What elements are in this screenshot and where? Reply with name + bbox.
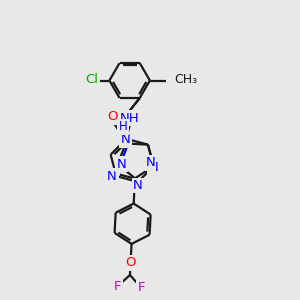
- Text: N: N: [133, 179, 143, 192]
- Text: N: N: [121, 134, 130, 146]
- Text: O: O: [125, 256, 136, 269]
- Text: N: N: [149, 161, 159, 174]
- Text: NH: NH: [120, 112, 140, 124]
- Text: H: H: [118, 121, 127, 134]
- Text: O: O: [107, 110, 118, 123]
- Text: N: N: [116, 158, 126, 171]
- Text: N: N: [107, 170, 117, 183]
- Text: F: F: [137, 281, 145, 294]
- Text: CH₃: CH₃: [175, 73, 198, 85]
- Text: Cl: Cl: [85, 73, 98, 85]
- Text: N: N: [145, 156, 155, 169]
- Text: N: N: [108, 170, 118, 183]
- Text: F: F: [114, 280, 121, 293]
